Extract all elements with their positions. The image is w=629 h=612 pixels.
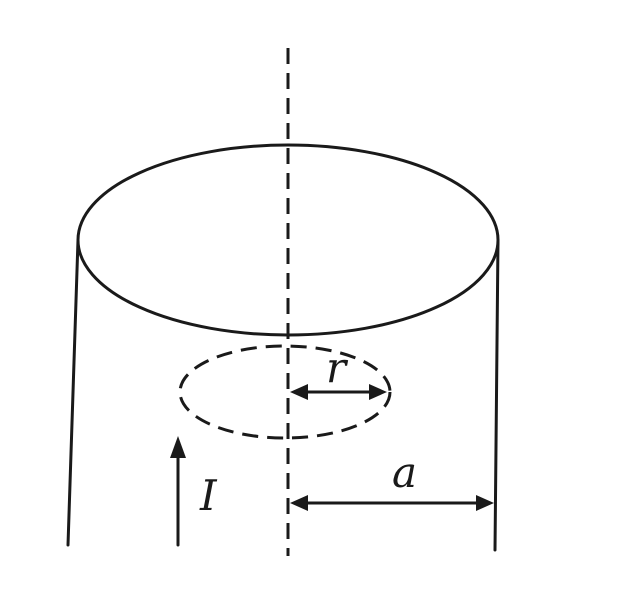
- cylinder-right-side: [493, 238, 500, 552]
- current-arrowhead: [170, 436, 186, 458]
- radius-r-label: r: [326, 343, 349, 392]
- radius-a-arrowhead-left: [290, 495, 308, 511]
- current-label: I: [199, 471, 218, 520]
- radius-r-arrowhead-left: [290, 384, 308, 400]
- radius-a-arrow: [290, 495, 494, 511]
- current-arrow: [170, 436, 186, 547]
- cylinder-left-side: [66, 238, 80, 547]
- radius-a-label: a: [392, 448, 417, 497]
- radius-a-arrowhead-right: [476, 495, 494, 511]
- radius-r-arrow: [290, 384, 387, 400]
- radius-r-arrowhead-right: [369, 384, 387, 400]
- amperian-loop: [178, 344, 392, 440]
